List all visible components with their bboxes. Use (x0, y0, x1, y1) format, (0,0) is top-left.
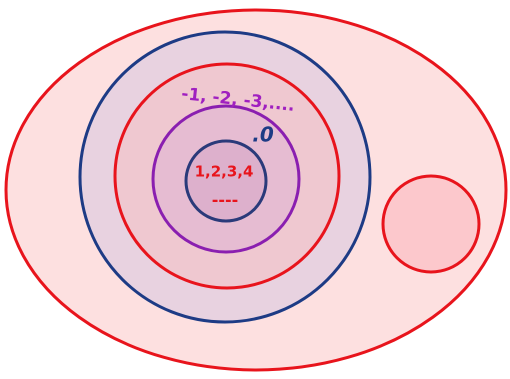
naturals-label: 1,2,3,4 (195, 163, 254, 181)
zero-label: .0 (252, 123, 274, 147)
inner-set (184, 139, 268, 223)
dashes-label: ---- (212, 191, 239, 210)
side-set (381, 174, 481, 274)
